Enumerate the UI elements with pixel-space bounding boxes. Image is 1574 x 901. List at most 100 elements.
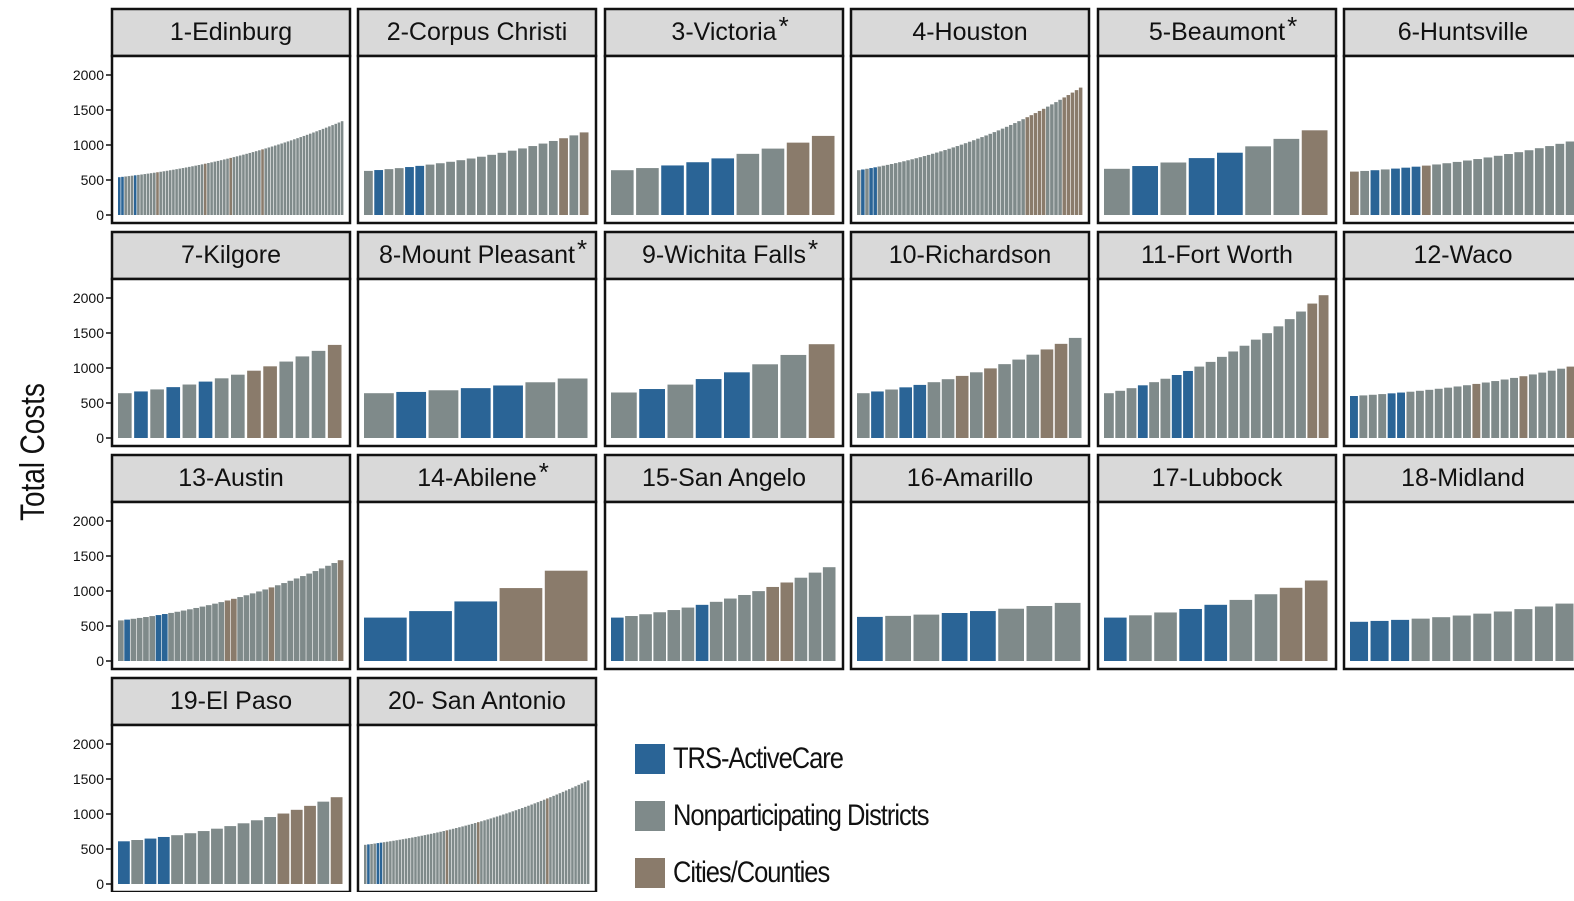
bar	[525, 382, 556, 438]
bar	[1425, 389, 1434, 438]
bar	[256, 591, 262, 661]
panel-strip	[1342, 230, 1574, 281]
bar	[1284, 319, 1295, 438]
bar	[918, 157, 923, 215]
bar	[165, 170, 169, 215]
bar	[1557, 368, 1566, 438]
bar	[808, 572, 822, 661]
bar	[318, 568, 325, 661]
bar	[199, 606, 206, 661]
bar	[249, 593, 256, 661]
bar	[520, 808, 524, 884]
bar	[1012, 359, 1025, 438]
panel-strip	[603, 7, 845, 58]
significance-star: *	[808, 234, 818, 264]
bar	[865, 168, 869, 215]
bar	[156, 172, 159, 215]
bar	[943, 150, 947, 215]
bar	[1132, 166, 1158, 215]
panel-title: 19-El Paso	[170, 687, 292, 715]
bar	[514, 810, 518, 884]
legend-swatch-nonparticipating	[635, 800, 665, 831]
bar	[198, 381, 213, 438]
bar	[218, 602, 225, 661]
bar	[312, 132, 315, 215]
bar	[1017, 121, 1021, 215]
bar	[242, 154, 245, 215]
bar	[1171, 375, 1182, 438]
panel-title: 10-Richardson	[889, 241, 1052, 269]
bar	[290, 809, 303, 884]
bar	[910, 159, 914, 215]
bar	[174, 611, 181, 661]
legend: TRS-ActiveCare Nonparticipating District…	[635, 730, 974, 901]
bar	[157, 836, 170, 884]
bar	[653, 612, 666, 661]
bar	[1370, 170, 1380, 215]
facet-panel: 10-Richardson	[849, 230, 1091, 448]
bar	[382, 842, 386, 884]
bar	[970, 611, 996, 661]
bar	[143, 617, 149, 661]
bar	[980, 137, 984, 215]
bar	[574, 786, 577, 884]
bar	[473, 823, 477, 884]
y-tick-label: 1500	[73, 102, 104, 118]
bar	[247, 370, 261, 438]
bar	[134, 391, 148, 438]
bar	[857, 170, 861, 215]
panel-strip	[1096, 7, 1338, 58]
bar	[235, 156, 239, 215]
bar	[1481, 382, 1490, 438]
bar	[1524, 150, 1534, 215]
bar	[761, 148, 785, 215]
bar	[1273, 138, 1300, 215]
bar	[976, 138, 980, 215]
facet-panel: 9-Wichita Falls *	[603, 230, 845, 448]
bar	[1254, 594, 1278, 661]
bar	[1387, 393, 1396, 438]
bar	[407, 838, 411, 884]
bar	[130, 618, 137, 661]
panel-title: 9-Wichita Falls	[642, 241, 806, 269]
bar	[1493, 611, 1512, 661]
bar	[280, 143, 283, 215]
bar	[1360, 170, 1370, 215]
bar	[1194, 366, 1205, 438]
bar	[364, 617, 407, 661]
bar	[1013, 123, 1017, 215]
bar	[555, 794, 559, 884]
bar	[1021, 119, 1025, 215]
bar	[1160, 162, 1187, 215]
panel-title: 6-Huntsville	[1398, 18, 1529, 46]
bar	[187, 609, 193, 661]
bar	[1009, 124, 1013, 215]
bar	[955, 146, 960, 215]
bar	[955, 375, 969, 438]
panel-title: 2-Corpus Christi	[387, 18, 568, 46]
bar	[420, 835, 424, 884]
bar	[433, 833, 436, 884]
bar	[211, 828, 223, 884]
bar	[304, 805, 316, 884]
bar	[686, 162, 709, 215]
bar	[1504, 154, 1513, 215]
bar	[1500, 379, 1509, 438]
bar	[984, 135, 988, 215]
bar	[586, 780, 590, 884]
panel-strip	[356, 676, 598, 727]
bar	[811, 135, 835, 215]
bar	[559, 138, 568, 215]
bar	[561, 791, 565, 884]
bar	[415, 165, 425, 215]
bar	[229, 157, 232, 215]
bar	[533, 803, 537, 884]
bar	[498, 815, 502, 884]
bar	[224, 826, 237, 884]
bar	[564, 790, 568, 884]
bar	[492, 817, 496, 884]
bar	[808, 344, 835, 438]
bar	[250, 820, 263, 884]
bar	[922, 156, 927, 215]
bar	[511, 811, 515, 884]
